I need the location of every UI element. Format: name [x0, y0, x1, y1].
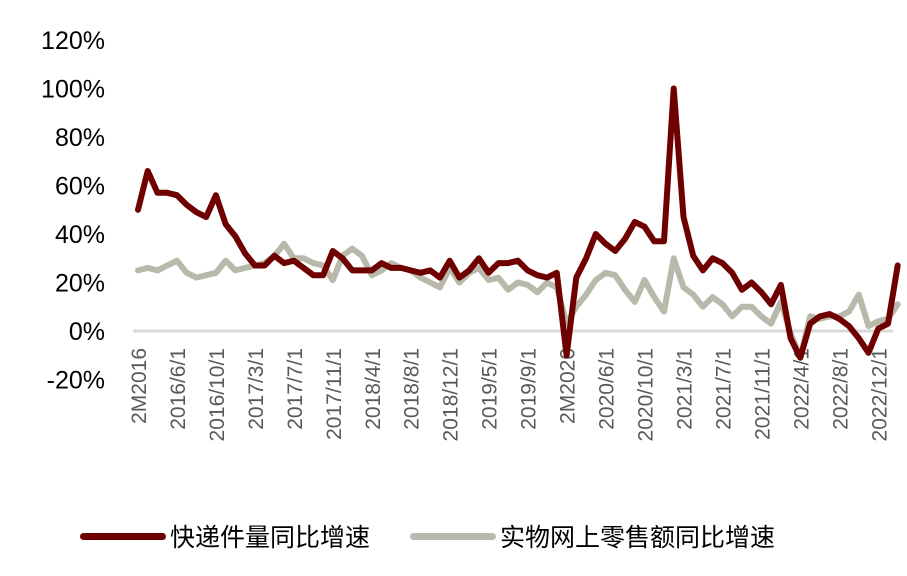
- x-tick-label: 2017/3/1: [245, 348, 268, 430]
- x-tick-label: 2020/6/1: [596, 348, 619, 430]
- y-tick-label: 60%: [55, 173, 105, 201]
- x-tick-label: 2021/11/1: [751, 348, 774, 440]
- legend-item-online-retail: 实物网上零售额同比增速: [410, 518, 775, 554]
- x-tick-label: 2M2020: [557, 348, 580, 424]
- legend-label-online-retail: 实物网上零售额同比增速: [500, 523, 776, 552]
- series-group: [135, 85, 901, 361]
- x-tick-label: 2022/4/1: [790, 348, 813, 430]
- legend-swatch-online-retail: [410, 532, 497, 540]
- series-line-express: [135, 85, 901, 361]
- x-tick-label: 2017/7/1: [284, 348, 307, 430]
- y-axis: 120% 100% 80% 60% 40% 20% 0% -20%: [41, 27, 105, 395]
- x-tick-label: 2021/3/1: [673, 348, 696, 430]
- y-tick-label: 20%: [55, 270, 105, 298]
- x-tick-label: 2016/10/1: [206, 348, 229, 441]
- x-tick-label: 2019/5/1: [479, 348, 502, 430]
- y-tick-label: 80%: [55, 124, 105, 152]
- x-axis: 2M2016 2016/6/1 2016/10/1 2017/3/1 2017/7/1 2…: [128, 348, 891, 441]
- legend-label-express: 快递件量同比增速: [170, 523, 371, 552]
- legend-item-express: 快递件量同比增速: [80, 518, 370, 554]
- x-tick-label: 2016/6/1: [167, 348, 190, 430]
- legend: 快递件量同比增速 实物网上零售额同比增速: [80, 518, 815, 554]
- x-tick-label: 2018/4/1: [362, 348, 385, 430]
- x-tick-label: 2020/10/1: [634, 348, 657, 441]
- y-tick-label: 0%: [69, 318, 105, 346]
- y-tick-label: 100%: [41, 76, 105, 104]
- x-tick-label: 2021/7/1: [712, 348, 735, 430]
- x-tick-label: 2018/8/1: [401, 348, 424, 430]
- x-tick-label: 2017/11/1: [323, 348, 346, 440]
- y-tick-label: -20%: [47, 367, 105, 395]
- x-tick-label: 2018/12/1: [440, 348, 463, 441]
- x-tick-label: 2022/12/1: [868, 348, 891, 441]
- y-tick-label: 40%: [55, 221, 105, 249]
- x-tick-label: 2M2016: [128, 348, 151, 424]
- x-tick-label: 2019/9/1: [518, 348, 541, 430]
- x-tick-label: 2022/8/1: [829, 348, 852, 430]
- legend-swatch-express: [80, 532, 166, 540]
- y-tick-label: 120%: [41, 27, 105, 55]
